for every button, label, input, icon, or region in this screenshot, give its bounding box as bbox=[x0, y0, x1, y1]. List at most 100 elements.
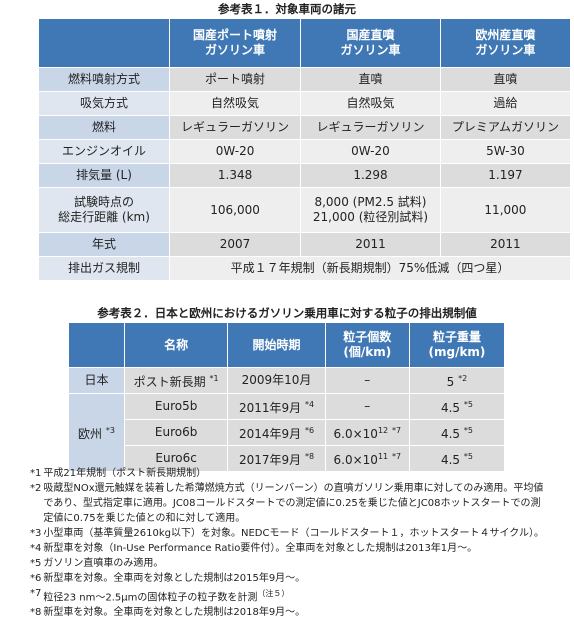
cell: ポート噴射 bbox=[168, 67, 302, 92]
note: *2 吸蔵型NOx還元触媒を装着した希薄燃焼方式（リーンバーン）の直噴ガソリン乗用… bbox=[30, 481, 550, 526]
cell-text: 日本 bbox=[84, 373, 109, 387]
cell-text: Euro6c bbox=[155, 451, 197, 465]
merged-cell: 平成１７年規制（新長期規制）75%低減（四つ星） bbox=[169, 256, 571, 281]
note: *4 新型車を対象（In-Use Performance Ratio要件付）。全車… bbox=[30, 541, 550, 556]
header-row: 国産ポート噴射 ガソリン車 国産直噴 ガソリン車 欧州産直噴 ガソリン車 bbox=[38, 18, 572, 68]
cell-text: Euro5b bbox=[154, 399, 198, 413]
cell-text: プレミアムガソリン bbox=[451, 120, 560, 134]
text-line: 8,000 (PM2.5 試料) bbox=[314, 195, 427, 209]
note: *5 ガソリン直噴車のみ適用。 bbox=[30, 556, 550, 571]
row-label: 年式 bbox=[38, 232, 170, 257]
cell: 2014年9月 *6 bbox=[227, 419, 326, 446]
cell-text: 1.197 bbox=[488, 168, 523, 182]
note-ref: （注５） bbox=[257, 589, 290, 598]
cell: プレミアムガソリン bbox=[439, 115, 572, 140]
row: 燃料 レギュラーガソリン レギュラーガソリン プレミアムガソリン bbox=[38, 115, 572, 140]
cell: 6.0×1012 *7 bbox=[324, 419, 410, 446]
cell-text: Euro6b bbox=[154, 425, 198, 439]
cell-text: 燃料噴射方式 bbox=[67, 72, 140, 86]
text-line: ガソリン車 bbox=[205, 43, 266, 57]
note-text: 新型車を対象。全車両を対象とした規制は2015年9月～。 bbox=[43, 571, 305, 586]
cell-text: 11,000 bbox=[484, 202, 527, 217]
note-ref: *4 bbox=[304, 400, 315, 409]
cell-text: 排出ガス規制 bbox=[67, 261, 140, 275]
cell: 1.197 bbox=[439, 163, 572, 188]
cell: 2007 bbox=[168, 232, 302, 257]
cell: 4.5 *5 bbox=[408, 419, 506, 446]
cell-text: エンジンオイル bbox=[61, 144, 146, 158]
cell: 11,000 bbox=[439, 187, 572, 233]
header-cell: 名称 bbox=[123, 322, 229, 368]
cell-text: 燃料 bbox=[91, 120, 116, 134]
cell-text: レギュラーガソリン bbox=[316, 120, 425, 134]
cell: 直噴 bbox=[300, 67, 441, 92]
row-label: 燃料噴射方式 bbox=[38, 67, 170, 92]
cell-text: 直噴 bbox=[358, 72, 383, 86]
row-label: 燃料 bbox=[38, 115, 170, 140]
cell: 5W-30 bbox=[439, 139, 572, 164]
note-ref: *7 bbox=[391, 426, 402, 435]
cell-text: ポスト新長期 bbox=[133, 375, 206, 389]
notes: *1 平成21年規制（ポスト新長期規制） *2 吸蔵型NOx還元触媒を装着した希薄燃焼… bbox=[30, 466, 550, 620]
header-cell: 粒子重量 (mg/km) bbox=[408, 322, 506, 368]
cell: – bbox=[324, 393, 410, 420]
header-cell bbox=[68, 322, 125, 368]
cell: 2009年10月 bbox=[227, 367, 326, 394]
row: 試験時点の 総走行距離 (km) 106,000 8,000 (PM2.5 試料) 21… bbox=[38, 187, 572, 233]
table2: 名称 開始時期 粒子個数 (個/km) 粒子重量 (mg/km) 日本 ポスト新長期 *1 20… bbox=[68, 322, 506, 472]
cell: Euro5b bbox=[123, 393, 229, 420]
row-label: 吸気方式 bbox=[38, 91, 170, 116]
text-line: 粒子重量 bbox=[432, 330, 481, 344]
cell: 6.0×1011 *7 bbox=[324, 445, 410, 472]
cell: 2011 bbox=[439, 232, 572, 257]
row-label: 試験時点の 総走行距離 (km) bbox=[38, 187, 170, 233]
header-cell: 欧州産直噴 ガソリン車 bbox=[439, 18, 572, 68]
cell: 過給 bbox=[439, 91, 572, 116]
cell-text: 6.0×10 bbox=[333, 427, 378, 441]
cell: 4.5 *5 bbox=[408, 445, 506, 472]
row: 燃料噴射方式 ポート噴射 直噴 直噴 bbox=[38, 67, 572, 92]
note-ref: *6 bbox=[304, 426, 315, 435]
note-text: ガソリン直噴車のみ適用。 bbox=[43, 556, 163, 571]
note-body: 平成21年規制（ポスト新長期規制） bbox=[43, 468, 207, 479]
cell-text: 2009年10月 bbox=[241, 373, 312, 387]
row: Euro6b 2014年9月 *6 6.0×1012 *7 4.5 *5 bbox=[69, 419, 506, 446]
cell-text: 4.5 bbox=[440, 453, 461, 467]
cell-text: 過給 bbox=[493, 96, 518, 110]
cell: 2011 bbox=[300, 232, 441, 257]
note: *7 粒径23 nm～2.5μmの固体粒子の粒子数を計測（注５） bbox=[30, 586, 550, 605]
cell-text: 自然吸気 bbox=[211, 96, 260, 110]
header-cell: 粒子個数 (個/km) bbox=[324, 322, 410, 368]
row-label: 排出ガス規制 bbox=[38, 256, 170, 281]
note-body: 粒径23 nm～2.5μmの固体粒子の粒子数を計測 bbox=[43, 592, 258, 604]
cell-text: 0W-20 bbox=[215, 144, 255, 158]
note-ref: *1 bbox=[209, 374, 219, 383]
cell-text: 2011 bbox=[490, 237, 521, 251]
cell-text: 1.298 bbox=[353, 168, 388, 182]
cell-text: 0W-20 bbox=[351, 144, 390, 158]
cell-text: 年式 bbox=[91, 237, 116, 251]
note-mark: *7 bbox=[30, 588, 42, 599]
note-text: 小型車両（基準質量2610kg以下）を対象。NEDCモード（コールドスタート１，… bbox=[43, 526, 544, 541]
cell-text: 1.348 bbox=[217, 168, 253, 182]
cell-text: 2017年9月 bbox=[238, 453, 302, 467]
cell-text: 5 bbox=[446, 375, 455, 389]
cell: 1.298 bbox=[300, 163, 441, 188]
cell: 0W-20 bbox=[168, 139, 302, 164]
row: 日本 ポスト新長期 *1 2009年10月 –5 *2 bbox=[68, 367, 506, 394]
note-body: ガソリン直噴車のみ適用。 bbox=[43, 558, 164, 569]
note-ref: *7 bbox=[391, 452, 402, 461]
cell-text: 2011 bbox=[355, 237, 386, 251]
cell-text: 排気量 (L) bbox=[76, 168, 132, 182]
cell-text: 5W-30 bbox=[486, 144, 525, 158]
text-line: 粒子個数 bbox=[343, 330, 392, 344]
note: *1 平成21年規制（ポスト新長期規制） bbox=[30, 466, 550, 481]
cell-text: 6.0×10 bbox=[333, 453, 378, 467]
table1-title: 参考表１．対象車両の諸元 bbox=[218, 2, 356, 16]
row: Euro6c 2017年9月 *8 6.0×1011 *7 4.5 *5 bbox=[69, 445, 506, 472]
text-line: 国産直噴 bbox=[346, 28, 395, 42]
row: 排出ガス規制 平成１７年規制（新長期規制）75%低減（四つ星） bbox=[38, 256, 571, 281]
cell: – bbox=[324, 367, 410, 394]
note-body: 新型車を対象。全車両を対象とした規制は2018年9月～。 bbox=[43, 607, 306, 619]
